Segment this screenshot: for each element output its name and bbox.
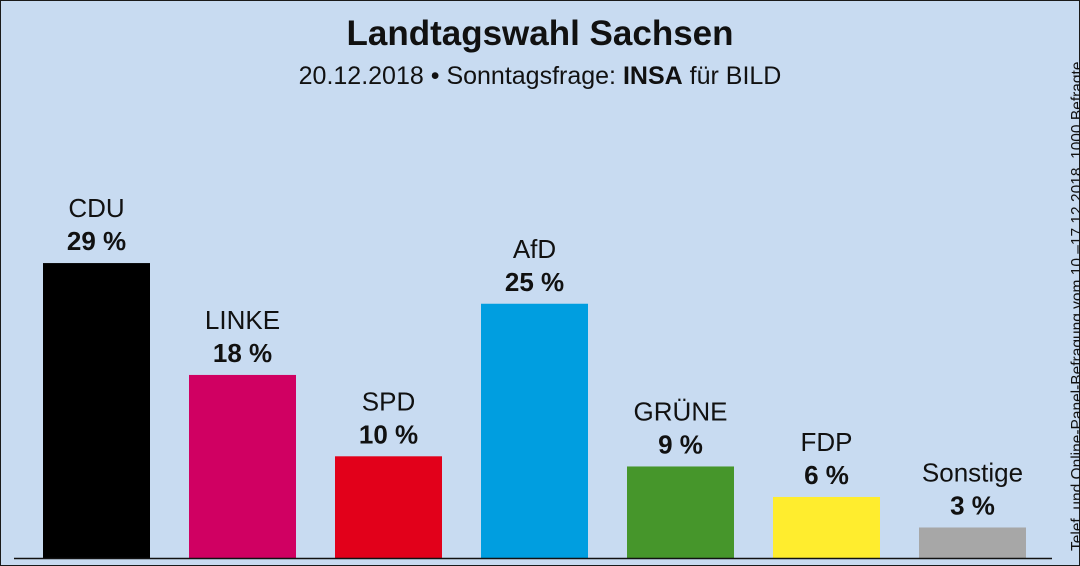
bar-value-afd: 25 % (505, 267, 564, 297)
bar-spd (335, 456, 442, 558)
subtitle-suffix: für BILD (689, 62, 782, 90)
chart-title: Landtagswahl Sachsen (346, 14, 734, 53)
bar-value-spd: 10 % (359, 419, 418, 449)
bar-gruene (627, 466, 734, 558)
bar-label-fdp: FDP (801, 427, 853, 457)
bar-afd (481, 303, 588, 558)
bar-value-cdu: 29 % (67, 226, 126, 256)
subtitle-prefix: Sonntagsfrage: (446, 62, 617, 90)
bar-cdu (43, 263, 150, 558)
bar-label-gruene: GRÜNE (634, 396, 728, 426)
bar-value-fdp: 6 % (804, 460, 849, 490)
bar-label-linke: LINKE (205, 305, 280, 335)
bar-label-sonstige: Sonstige (922, 457, 1023, 487)
chart-subtitle: 20.12.2018 • Sonntagsfrage: INSA für BIL… (0, 62, 1080, 91)
bar-value-sonstige: 3 % (950, 490, 995, 520)
bar-label-spd: SPD (362, 386, 415, 416)
subtitle-institute: INSA (622, 62, 683, 90)
bar-value-gruene: 9 % (658, 429, 703, 459)
bar-linke (189, 374, 296, 558)
bar-fdp (773, 496, 880, 558)
subtitle-date: 20.12.2018 (298, 62, 424, 90)
bar-value-linke: 18 % (213, 338, 272, 368)
bar-label-afd: AfD (513, 234, 556, 264)
bar-sonstige (919, 527, 1026, 558)
subtitle-bullet: • (430, 62, 440, 90)
bar-label-cdu: CDU (68, 193, 124, 223)
